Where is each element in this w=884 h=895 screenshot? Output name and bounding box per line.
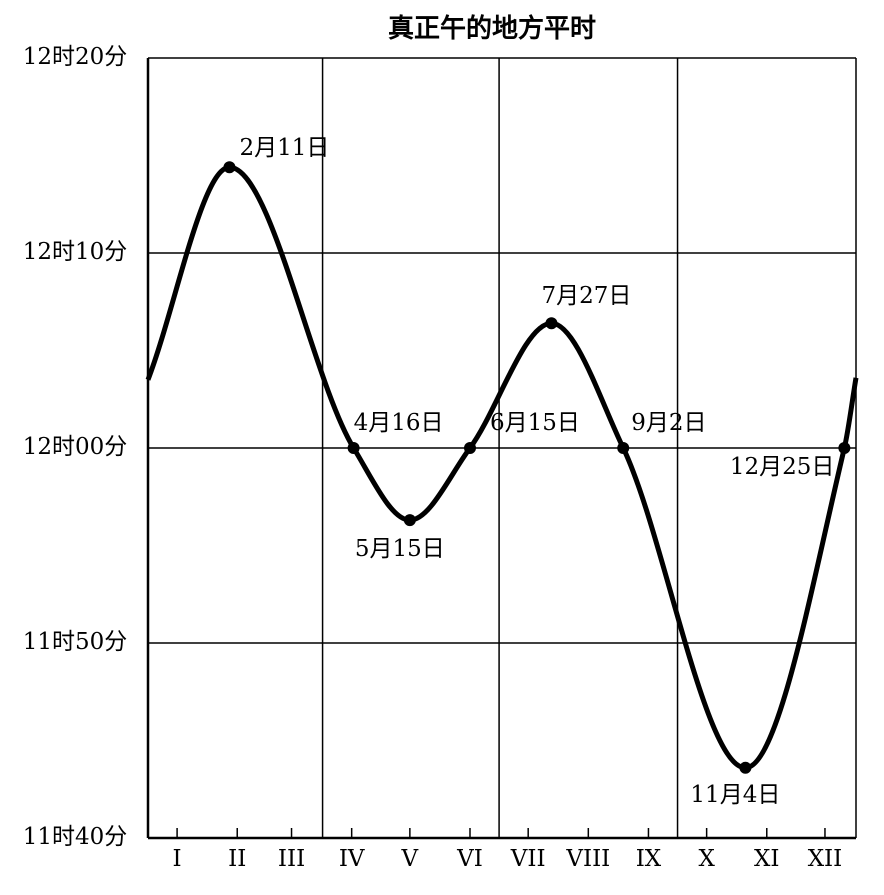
x-tick-label: I [173,846,182,872]
x-tick-label: V [401,846,419,872]
x-tick-label: IV [339,846,365,872]
curve [145,164,859,771]
chart-title: 真正午的地方平时 [388,13,596,44]
x-tick-label: III [278,846,305,872]
data-point [223,161,236,174]
data-point [838,442,851,454]
y-tick-label: 11时50分 [23,629,128,655]
data-point [739,761,752,774]
point-label: 2月11日 [239,135,329,161]
point-label: 6月15日 [490,410,580,436]
y-tick-label: 11时40分 [23,824,128,850]
x-tick-label: X [698,846,715,872]
point-label: 5月15日 [355,536,445,562]
data-point [403,514,416,527]
point-label: 9月2日 [631,410,706,436]
data-point [617,442,630,454]
x-tick-label: VII [510,846,546,872]
data-point [463,442,476,454]
x-tick-label: VI [456,846,483,872]
x-tick-label: II [228,846,246,872]
point-label: 4月16日 [354,410,444,436]
y-tick-label: 12时00分 [23,434,128,460]
data-point [347,442,360,454]
y-tick-label: 12时10分 [23,239,128,265]
x-tick-label: XII [808,846,843,872]
point-label: 7月27日 [541,283,631,309]
data-point [545,317,558,330]
point-label: 11月4日 [690,782,780,808]
x-tick-label: VIII [565,846,610,872]
y-tick-label: 12时20分 [23,44,128,70]
x-tick-label: XI [754,846,779,872]
x-tick-label: IX [636,846,662,872]
point-label: 12月25日 [730,454,835,480]
